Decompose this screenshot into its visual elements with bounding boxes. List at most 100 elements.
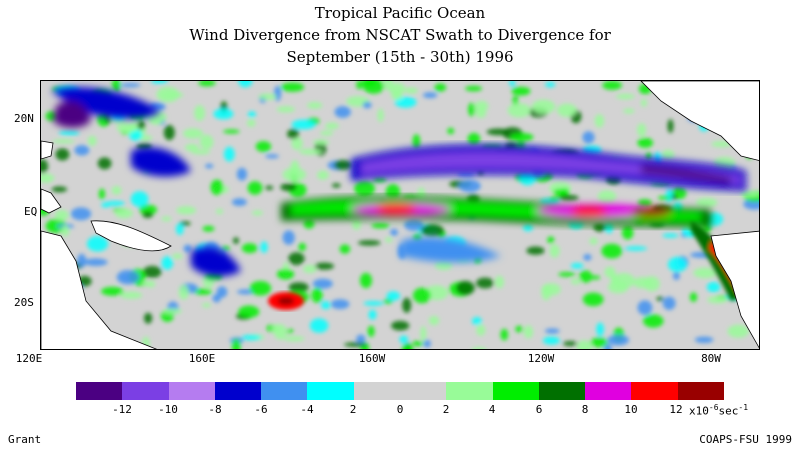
divergence-speckle bbox=[643, 314, 664, 328]
divergence-speckle bbox=[221, 246, 231, 251]
colorbar bbox=[76, 382, 724, 400]
divergence-speckle bbox=[672, 271, 680, 281]
divergence-band-equator bbox=[281, 195, 711, 227]
divergence-speckle bbox=[317, 170, 329, 180]
divergence-speckle bbox=[633, 277, 652, 289]
divergence-speckle bbox=[202, 303, 211, 308]
divergence-speckle bbox=[610, 273, 618, 286]
divergence-map bbox=[40, 80, 760, 350]
divergence-speckle bbox=[541, 284, 551, 301]
divergence-speckle bbox=[265, 185, 274, 190]
divergence-speckle bbox=[236, 167, 247, 181]
divergence-speckle bbox=[740, 190, 759, 198]
divergence-speckle bbox=[163, 125, 175, 141]
divergence-speckle bbox=[298, 242, 307, 252]
divergence-speckle bbox=[161, 92, 184, 98]
source-credit: COAPS-FSU 1999 bbox=[699, 433, 792, 446]
divergence-speckle bbox=[288, 282, 309, 293]
colorbar-tick-label: 2 bbox=[442, 403, 450, 416]
convergence-west-pacific bbox=[51, 87, 501, 277]
divergence-speckle bbox=[562, 341, 578, 347]
divergence-speckle bbox=[111, 81, 121, 92]
divergence-speckle bbox=[231, 198, 247, 206]
divergence-speckle bbox=[54, 209, 69, 221]
divergence-speckle bbox=[199, 134, 214, 150]
title-line-2: Wind Divergence from NSCAT Swath to Dive… bbox=[189, 26, 611, 44]
divergence-speckle bbox=[352, 219, 362, 230]
divergence-speckle bbox=[98, 188, 105, 200]
divergence-speckle bbox=[216, 286, 228, 298]
divergence-speckle bbox=[231, 338, 241, 349]
divergence-speckle bbox=[241, 334, 262, 341]
divergence-speckle bbox=[101, 202, 111, 208]
divergence-speckle bbox=[251, 210, 264, 216]
divergence-field bbox=[41, 81, 759, 349]
colorbar-swatch bbox=[631, 382, 678, 400]
divergence-speckle bbox=[183, 244, 192, 253]
divergence-speckle bbox=[129, 129, 143, 141]
divergence-speckle bbox=[362, 101, 372, 109]
divergence-speckle bbox=[515, 325, 523, 333]
divergence-speckle bbox=[61, 224, 70, 237]
divergence-speckle bbox=[58, 130, 80, 136]
divergence-speckle bbox=[391, 320, 410, 331]
divergence-speckle bbox=[547, 236, 555, 244]
divergence-speckle bbox=[224, 146, 235, 162]
colorbar-tick-label: 0 bbox=[396, 403, 404, 416]
divergence-speckle bbox=[367, 325, 375, 337]
convergence-band-itcz bbox=[351, 144, 746, 191]
divergence-speckle bbox=[420, 326, 427, 342]
divergence-speckle bbox=[238, 305, 260, 318]
divergence-speckle bbox=[215, 208, 224, 215]
divergence-speckle bbox=[286, 329, 294, 334]
divergence-speckle bbox=[120, 291, 143, 299]
divergence-speckle bbox=[319, 130, 334, 136]
colorbar-swatch bbox=[307, 382, 354, 400]
colorbar-tick-label: 6 bbox=[535, 403, 543, 416]
divergence-speckle bbox=[172, 253, 183, 259]
divergence-speckle bbox=[280, 183, 297, 192]
unit-suffix-exponent: -1 bbox=[738, 403, 749, 412]
unit-prefix: x10 bbox=[689, 404, 709, 418]
divergence-speckle bbox=[637, 199, 652, 207]
divergence-speckle bbox=[299, 148, 323, 155]
divergence-speckle bbox=[589, 237, 598, 245]
divergence-speckle bbox=[238, 81, 253, 88]
colorbar-swatch bbox=[122, 382, 169, 400]
divergence-speckle bbox=[545, 81, 556, 88]
divergence-speckle bbox=[597, 190, 617, 204]
divergence-speckle bbox=[191, 149, 211, 155]
divergence-speckle bbox=[390, 228, 399, 236]
divergence-speckle bbox=[383, 299, 393, 304]
unit-suffix: sec bbox=[718, 404, 739, 418]
divergence-speckle bbox=[582, 131, 595, 144]
divergence-speckle bbox=[334, 106, 351, 118]
divergence-speckle bbox=[41, 173, 55, 183]
divergence-speckle bbox=[144, 312, 153, 324]
divergence-speckle bbox=[394, 96, 417, 108]
divergence-speckle bbox=[661, 149, 675, 161]
divergence-speckle bbox=[105, 201, 126, 206]
divergence-speckle bbox=[291, 136, 303, 150]
divergence-speckle bbox=[249, 281, 272, 296]
divergence-speckle bbox=[476, 324, 486, 336]
divergence-speckle bbox=[150, 81, 169, 84]
divergence-speckle bbox=[247, 111, 256, 118]
divergence-speckle bbox=[594, 114, 605, 128]
lon-label-120e: 120E bbox=[15, 352, 43, 365]
divergence-speckle bbox=[52, 139, 75, 144]
divergence-speckle bbox=[139, 204, 158, 215]
divergence-speckle bbox=[590, 337, 608, 348]
divergence-speckle bbox=[287, 128, 300, 139]
divergence-speckle bbox=[339, 244, 351, 254]
divergence-speckle bbox=[656, 296, 664, 301]
divergence-speckle bbox=[472, 347, 487, 349]
divergence-speckle bbox=[662, 233, 679, 238]
divergence-speckle bbox=[412, 134, 421, 149]
divergence-speckle bbox=[624, 246, 648, 251]
divergence-speckle bbox=[401, 343, 414, 349]
divergence-speckle bbox=[280, 82, 305, 92]
divergence-speckle bbox=[602, 81, 622, 90]
divergence-speckle bbox=[321, 301, 331, 310]
divergence-speckle bbox=[526, 246, 545, 255]
